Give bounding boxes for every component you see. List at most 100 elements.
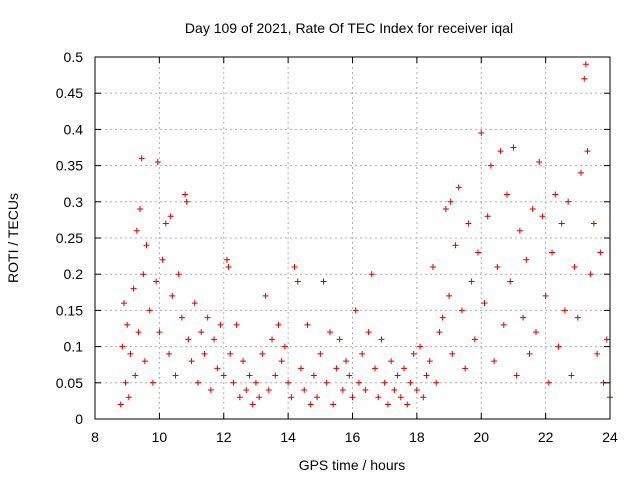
data-point xyxy=(269,336,276,343)
data-point xyxy=(195,379,201,386)
data-point xyxy=(394,372,401,379)
data-point xyxy=(288,394,295,401)
data-point xyxy=(320,278,327,285)
y-tick-label: 0.35 xyxy=(56,158,83,174)
data-point xyxy=(491,358,498,365)
data-point xyxy=(339,387,346,394)
data-point xyxy=(323,379,330,386)
data-point xyxy=(326,329,333,336)
data-point xyxy=(410,350,417,357)
data-point xyxy=(597,249,604,256)
data-point xyxy=(272,372,279,379)
data-point xyxy=(159,256,166,263)
data-point xyxy=(252,379,259,386)
data-point xyxy=(183,198,190,205)
data-point xyxy=(182,191,189,198)
data-point xyxy=(581,75,588,82)
data-point xyxy=(249,401,256,408)
x-tick-label: 8 xyxy=(91,429,99,445)
data-point xyxy=(417,343,424,350)
data-point xyxy=(153,278,160,285)
data-point xyxy=(449,350,456,357)
data-point xyxy=(132,372,139,379)
data-point xyxy=(487,162,494,169)
data-point xyxy=(156,329,163,336)
data-point xyxy=(478,130,485,137)
data-point xyxy=(452,242,459,249)
data-point xyxy=(355,379,362,386)
data-point xyxy=(504,191,510,198)
data-point xyxy=(349,394,356,401)
data-point xyxy=(140,271,147,278)
data-point xyxy=(214,365,221,372)
data-point xyxy=(362,387,369,394)
data-point xyxy=(233,321,240,328)
data-point xyxy=(407,379,414,386)
x-tick-label: 24 xyxy=(602,429,618,445)
data-point xyxy=(526,350,533,357)
data-point xyxy=(439,314,446,321)
y-tick-label: 0.25 xyxy=(56,230,83,246)
data-point xyxy=(188,358,195,365)
data-point xyxy=(447,198,454,205)
data-point xyxy=(207,387,214,394)
data-point xyxy=(552,191,559,198)
y-axis-label: ROTI / TECUs xyxy=(5,193,21,283)
data-point xyxy=(246,372,253,379)
data-point xyxy=(539,213,546,220)
data-point xyxy=(481,300,488,307)
data-point xyxy=(220,372,227,379)
x-tick-label: 18 xyxy=(409,429,425,445)
data-point xyxy=(127,350,134,357)
data-point xyxy=(413,387,420,394)
data-point xyxy=(578,169,585,176)
data-point xyxy=(120,300,127,307)
axis-ticks: 8 10 12 14 16 18 20 22 24 0 0.05 0.1 0.15 0.2 0.25 0.3 0… xyxy=(56,49,618,445)
data-point xyxy=(262,292,269,299)
data-point xyxy=(310,372,317,379)
data-point xyxy=(513,372,520,379)
data-point xyxy=(558,220,565,227)
data-point xyxy=(574,314,581,321)
data-point xyxy=(149,379,156,386)
x-tick-label: 20 xyxy=(473,429,489,445)
data-point xyxy=(343,358,350,365)
data-point xyxy=(359,350,366,357)
data-point xyxy=(433,379,440,386)
data-point xyxy=(314,394,321,401)
data-point xyxy=(497,148,504,155)
data-point xyxy=(175,271,182,278)
data-point xyxy=(333,365,340,372)
y-tick-label: 0.1 xyxy=(64,339,84,355)
data-point xyxy=(169,292,176,299)
data-point xyxy=(125,394,132,401)
y-tick-label: 0 xyxy=(75,411,83,427)
y-tick-label: 0.15 xyxy=(56,302,83,318)
y-tick-label: 0.5 xyxy=(64,49,84,65)
data-point xyxy=(265,387,272,394)
data-point xyxy=(201,350,208,357)
data-point xyxy=(227,350,234,357)
data-point xyxy=(301,387,308,394)
data-point xyxy=(429,263,436,270)
data-point xyxy=(236,394,243,401)
data-point xyxy=(230,379,237,386)
data-point xyxy=(465,220,472,227)
data-point xyxy=(217,321,224,328)
data-point xyxy=(529,206,536,213)
data-point xyxy=(420,394,427,401)
data-point xyxy=(455,184,462,191)
data-point xyxy=(368,271,375,278)
data-point xyxy=(124,321,131,328)
data-point xyxy=(397,394,404,401)
data-point xyxy=(401,365,407,372)
data-point xyxy=(536,158,543,165)
data-point xyxy=(346,372,353,379)
data-point xyxy=(571,263,578,270)
data-point xyxy=(281,343,288,350)
data-point xyxy=(384,401,391,408)
data-point xyxy=(223,256,230,263)
data-point xyxy=(137,206,144,213)
chart-title: Day 109 of 2021, Rate Of TEC Index for r… xyxy=(185,20,513,36)
